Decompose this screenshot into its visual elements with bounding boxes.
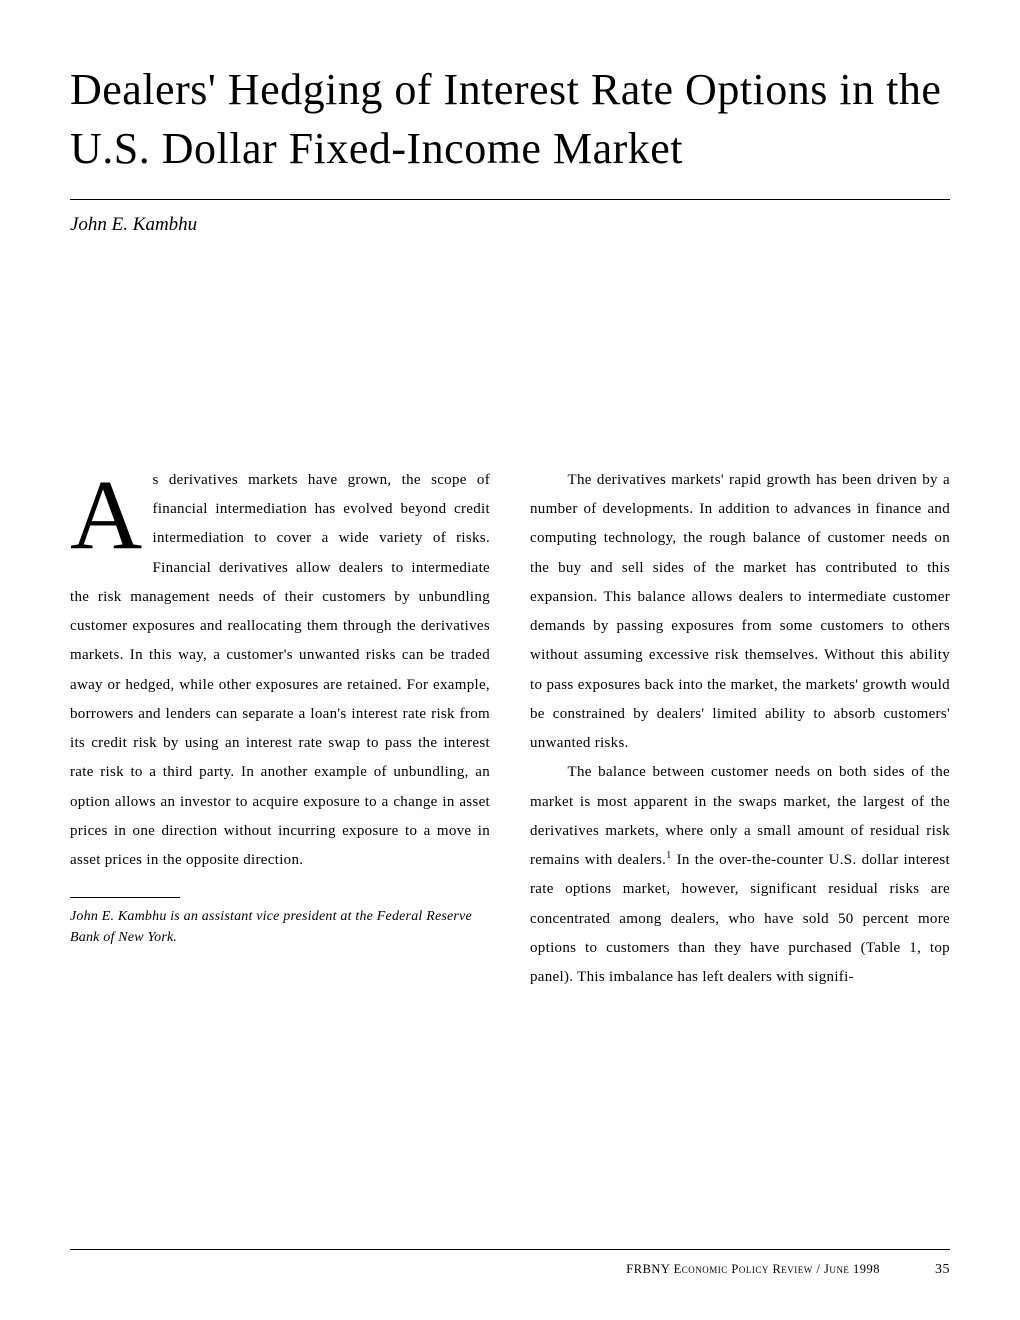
paragraph-1: As derivatives markets have grown, the s…	[70, 466, 490, 876]
title-rule	[70, 199, 950, 200]
author-name: John E. Kambhu	[70, 214, 950, 236]
paragraph-3: The balance between customer needs on bo…	[530, 758, 950, 992]
column-left: As derivatives markets have grown, the s…	[70, 466, 490, 993]
page-footer: FRBNY Economic Policy Review / June 1998…	[70, 1262, 950, 1278]
footer-page-number: 35	[935, 1262, 950, 1278]
footnote-rule	[70, 897, 180, 898]
article-title: Dealers' Hedging of Interest Rate Option…	[70, 60, 950, 179]
footer-journal: FRBNY Economic Policy Review / June 1998	[626, 1262, 880, 1277]
column-right: The derivatives markets' rapid growth ha…	[530, 466, 950, 993]
para3-part2: In the over-the-counter U.S. dollar inte…	[530, 852, 950, 985]
paragraph-2: The derivatives markets' rapid growth ha…	[530, 466, 950, 759]
body-columns: As derivatives markets have grown, the s…	[70, 466, 950, 993]
bottom-rule	[70, 1249, 950, 1250]
drop-cap: A	[70, 466, 153, 556]
author-footnote: John E. Kambhu is an assistant vice pres…	[70, 906, 490, 948]
